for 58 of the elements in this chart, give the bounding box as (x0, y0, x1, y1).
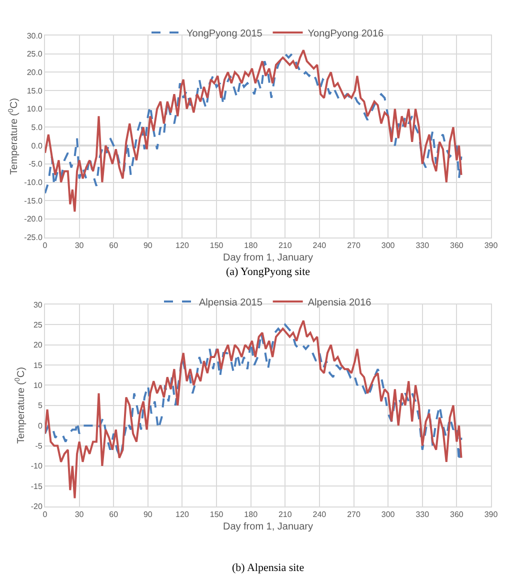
x-tick-label: 180 (244, 240, 258, 250)
y-tick-label: 5.0 (31, 123, 43, 132)
x-tick-label: 210 (278, 510, 292, 519)
text: (a) YongPyong site (226, 266, 310, 278)
x-tick-label: 390 (484, 510, 498, 519)
x-tick-label: 360 (450, 240, 464, 250)
x-axis-title: Day from 1, January (222, 252, 314, 264)
y-tick-label: 30 (33, 300, 43, 310)
x-tick-label: 90 (143, 240, 153, 250)
y-tick-label: -25.0 (24, 233, 43, 242)
x-tick-label: 270 (347, 240, 361, 250)
x-tick-label: 150 (210, 510, 224, 519)
x-tick-label: 30 (74, 510, 84, 519)
x-tick-label: 270 (347, 510, 361, 519)
x-axis-title: Day from 1, January (222, 521, 314, 532)
x-tick-label: 60 (109, 240, 119, 250)
x-tick-label: 300 (381, 240, 396, 250)
x-tick-label: 210 (278, 240, 292, 250)
y-tick-label: 20 (33, 340, 43, 350)
x-tick-label: 300 (381, 510, 396, 519)
y-tick-label: 20.0 (26, 68, 43, 77)
y-tick-label: -15.0 (24, 196, 43, 206)
y-tick-label: 10.0 (26, 104, 43, 114)
x-tick-label: 120 (176, 240, 190, 250)
x-tick-label: 240 (312, 510, 327, 519)
y-tick-label: 0 (38, 421, 43, 430)
y-tick-label: -10 (30, 462, 43, 471)
x-tick-label: 30 (74, 240, 84, 250)
y-tick-label: 30.0 (26, 31, 43, 40)
legend-label: YongPyong 2015 (186, 28, 263, 40)
legend-label: YongPyong 2016 (308, 28, 384, 40)
text: (b) Alpensia site (232, 562, 304, 574)
legend-label: Alpensia 2015 (199, 297, 263, 308)
y-tick-label: 15.0 (26, 86, 43, 96)
y-tick-label: -15 (30, 482, 43, 491)
x-tick-label: 120 (176, 510, 190, 519)
y-tick-label: 10 (33, 381, 43, 390)
y-tick-label: 5 (38, 401, 43, 410)
x-tick-label: 330 (416, 510, 430, 519)
y-tick-label: 0.0 (31, 141, 43, 150)
y-tick-label: -20.0 (24, 214, 43, 224)
line-series (45, 320, 462, 500)
y-tick-label: -5.0 (28, 160, 43, 169)
y-tick-label: 25.0 (26, 50, 43, 59)
x-tick-label: 360 (450, 510, 464, 519)
x-tick-label: 180 (244, 510, 258, 519)
x-tick-label: 150 (210, 240, 224, 250)
y-tick-label: 25 (33, 320, 43, 330)
y-tick-label: -10.0 (24, 178, 43, 188)
x-tick-label: 240 (312, 240, 327, 250)
x-tick-label: 390 (484, 240, 498, 250)
legend-label: Alpensia 2016 (308, 297, 372, 308)
y-tick-label: -20 (30, 502, 43, 512)
x-tick-label: 330 (416, 240, 430, 250)
y-tick-label: 15 (33, 360, 43, 370)
x-tick-label: 60 (109, 510, 119, 519)
y-tick-label: -5 (35, 442, 43, 451)
x-tick-label: 90 (143, 510, 153, 519)
